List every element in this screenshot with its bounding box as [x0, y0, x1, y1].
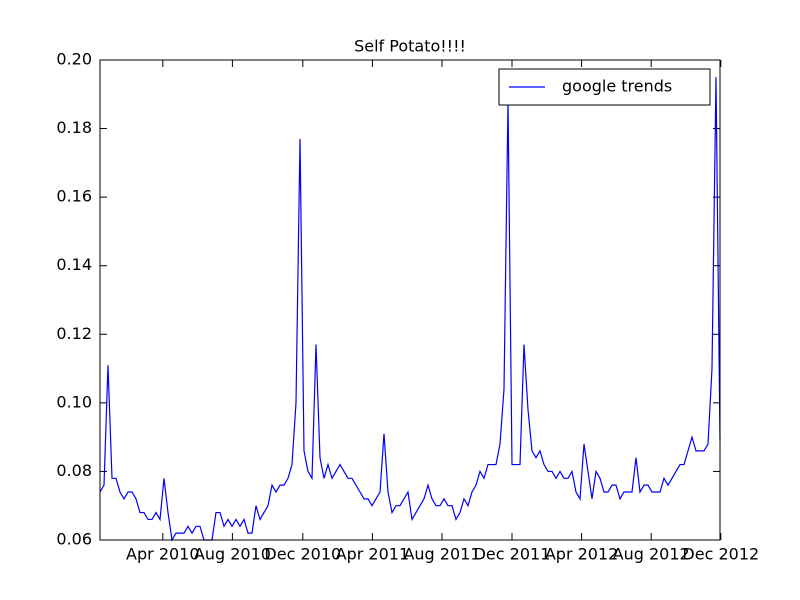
x-tick-label: Aug 2012 [613, 545, 690, 564]
x-tick-label: Dec 2012 [682, 545, 759, 564]
legend-label: google trends [562, 77, 672, 96]
y-tick-label: 0.08 [56, 461, 92, 480]
y-tick-label: 0.16 [56, 187, 92, 206]
data-line [99, 77, 721, 542]
y-tick-label: 0.12 [56, 324, 92, 343]
x-tick-label: Apr 2010 [126, 545, 199, 564]
x-tick-label: Dec 2011 [474, 545, 551, 564]
chart-title: Self Potato!!!! [354, 37, 466, 56]
y-tick-label: 0.10 [56, 392, 92, 411]
y-tick-label: 0.14 [56, 255, 92, 274]
x-tick-label: Dec 2010 [264, 545, 341, 564]
x-tick-label: Apr 2012 [545, 545, 618, 564]
y-tick-label: 0.20 [56, 50, 92, 69]
x-tick-label: Aug 2010 [194, 545, 271, 564]
x-tick-label: Aug 2011 [403, 545, 480, 564]
plot-frame [99, 59, 721, 541]
y-tick-label: 0.06 [56, 530, 92, 549]
y-tick-label: 0.18 [56, 118, 92, 137]
x-tick-label: Apr 2011 [336, 545, 409, 564]
